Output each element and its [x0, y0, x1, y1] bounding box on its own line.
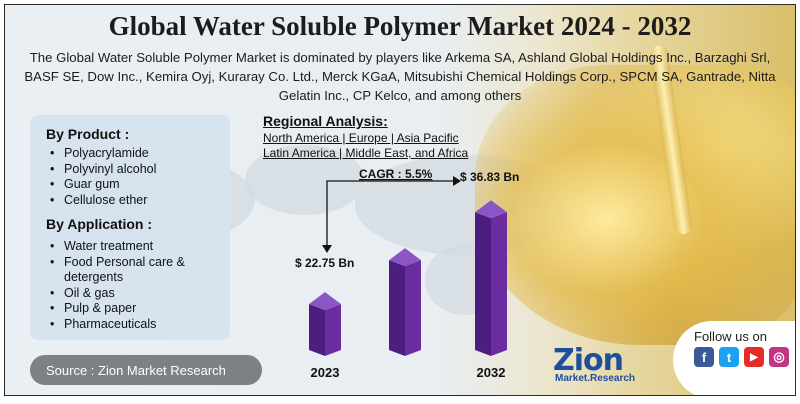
regional-title: Regional Analysis: [263, 113, 388, 129]
list-item: Pharmaceuticals [44, 317, 224, 333]
list-item: Polyacrylamide [44, 146, 156, 162]
follow-label: Follow us on [694, 329, 767, 344]
market-bar-chart: 2023 2032 $ 22.75 Bn $ 36.83 Bn CAGR : 5.5% [295, 167, 519, 380]
list-item: Cellulose ether [44, 193, 156, 209]
cagr-arrow-line [326, 180, 455, 247]
oil-splash-image [475, 65, 795, 345]
data-label: $ 22.75 Bn [295, 256, 354, 270]
list-item: Pulp & paper [44, 301, 224, 317]
by-application-list: Water treatment Food Personal care & det… [44, 239, 224, 333]
infographic: Global Water Soluble Polymer Market 2024… [4, 4, 796, 396]
regional-analysis: Regional Analysis: North America | Europ… [263, 113, 468, 161]
arrow-head [453, 176, 461, 186]
instagram-icon[interactable]: ◎ [769, 347, 789, 367]
logo-mark: Zion [553, 343, 624, 378]
bar [475, 200, 507, 356]
list-item: Oil & gas [44, 286, 224, 302]
facebook-icon[interactable]: f [694, 347, 714, 367]
arrow-head [322, 245, 332, 253]
cagr-label: CAGR : 5.5% [359, 167, 433, 181]
map-shape [245, 145, 365, 215]
source-badge: Source : Zion Market Research [30, 355, 262, 385]
bar [309, 292, 341, 356]
bar [389, 248, 421, 356]
regional-line: Latin America | Middle East, and Africa [263, 146, 469, 160]
by-product-title: By Product : [46, 126, 130, 142]
subtitle: The Global Water Soluble Polymer Market … [24, 50, 776, 103]
segments-panel: By Product : Polyacrylamide Polyvinyl al… [30, 115, 230, 340]
tick-label: 2032 [477, 365, 506, 380]
zion-logo: Zion Market.Research [553, 343, 643, 387]
by-application-title: By Application : [46, 216, 153, 232]
by-product-list: Polyacrylamide Polyvinyl alcohol Guar gu… [44, 146, 156, 208]
data-label: $ 36.83 Bn [460, 170, 519, 184]
tick-label: 2023 [311, 365, 340, 380]
logo-subtext: Market.Research [555, 373, 636, 384]
list-item: Water treatment [44, 239, 224, 255]
regional-line: North America | Europe | Asia Pacific [263, 131, 459, 145]
list-item: Food Personal care & detergents [44, 255, 224, 286]
twitter-icon[interactable]: t [719, 347, 739, 367]
youtube-icon[interactable]: ▶ [744, 347, 764, 367]
list-item: Guar gum [44, 177, 156, 193]
list-item: Polyvinyl alcohol [44, 162, 156, 178]
page-title: Global Water Soluble Polymer Market 2024… [108, 11, 692, 41]
